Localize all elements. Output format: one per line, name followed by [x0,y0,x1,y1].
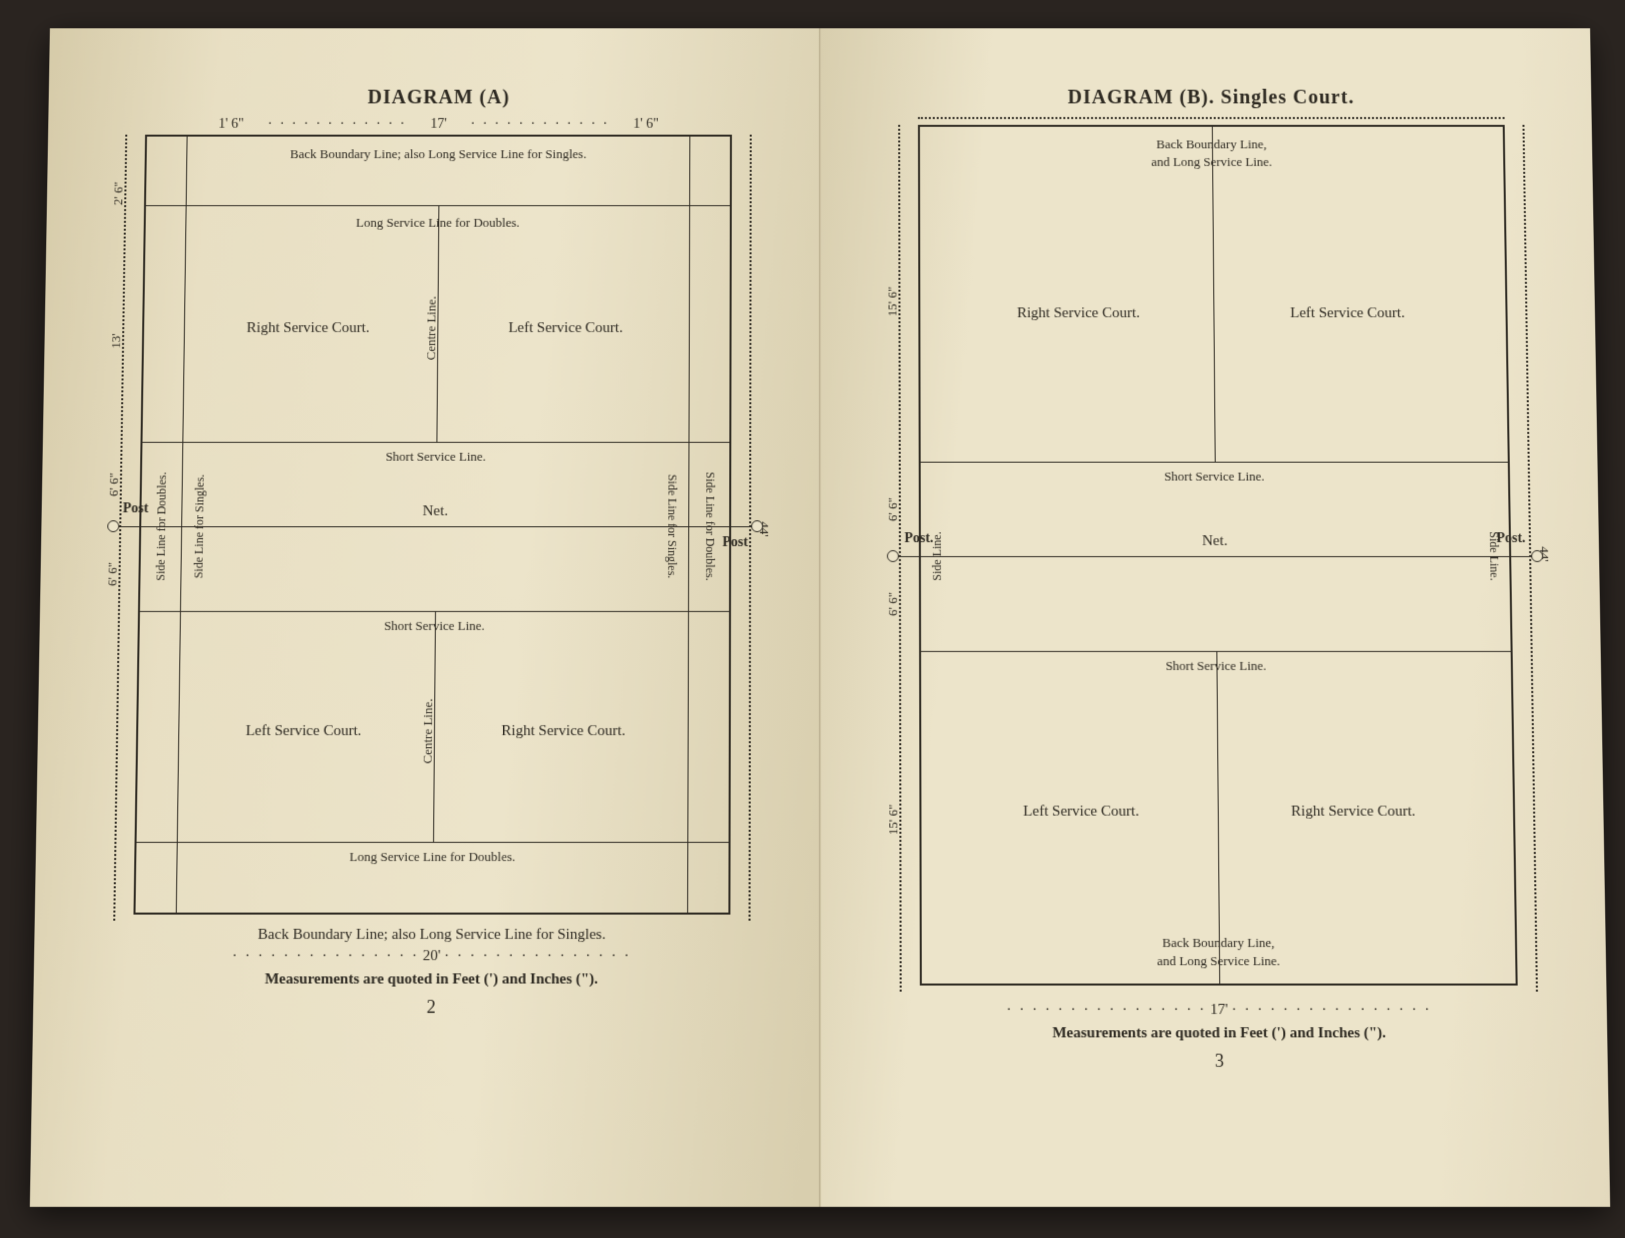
dim-6-6-top: 6' 6" [885,497,901,521]
bottom-dim-row-b: · · · · · · · · · · · · · · · · 17' · · … [892,1002,1547,1019]
pagenum-a: 2 [104,997,759,1018]
post-right-label: Post [722,535,748,551]
post-right-label-b: Post. [1496,531,1525,547]
net-lbl: Net. [423,503,449,520]
page-left-content: DIAGRAM (A) 1' 6" · · · · · · · · · · · … [101,87,759,1166]
post-left-icon-b [887,550,899,562]
net-line-b [891,556,1539,557]
short-svc-top-lbl: Short Service Line. [386,449,487,465]
footer-a: Measurements are quoted in Feet (') and … [104,971,758,988]
centre-line-top-lbl: Centre Line. [423,296,439,360]
side-doubles-left: Side Line for Doubles. [153,472,170,581]
footer-b: Measurements are quoted in Feet (') and … [892,1025,1547,1042]
dim-2-6-top: 2' 6" [110,182,126,205]
left-dim-guide-b [898,125,902,992]
dim-6-6-b: 6' 6" [104,562,120,586]
post-left-label: Post [123,501,149,517]
dim-top-right: 1' 6" [633,117,659,133]
post-right-icon-b [1531,550,1543,562]
left-svc-court-top-b: Left Service Court. [1290,305,1405,322]
left-svc-court-top: Left Service Court. [508,320,623,337]
long-svc-doubles-bot-lbl: Long Service Line for Doubles. [349,849,515,865]
court-a-wrap: 2' 6" 13' 6' 6" 6' 6" 44' [105,135,759,921]
back-boundary-bot: Back Boundary Line; also Long Service Li… [105,927,759,944]
diagram-a-title: DIAGRAM (A) [118,87,760,109]
right-svc-court-top-b: Right Service Court. [1017,305,1140,322]
dots: · · · · · · · · · · · · · · · [444,948,631,964]
dim-bottom: 20' [423,948,441,964]
side-line-right-b: Side Line. [1485,532,1501,581]
dim-6-6-a: 6' 6" [106,473,122,497]
long-svc-doubles-top-lbl: Long Service Line for Doubles. [356,215,520,231]
court-a: Post Post Back Boundary Line; also Long … [133,135,731,915]
back-boundary-top: Back Boundary Line; also Long Service Li… [290,146,586,162]
dim-13-top: 13' [108,333,124,348]
back-boundary-top-b1: Back Boundary Line, [1156,137,1267,153]
side-doubles-right: Side Line for Doubles. [702,472,717,581]
side-singles-left: Side Line for Singles. [191,474,207,578]
post-right-icon [751,520,763,532]
diagram-a-top-dims: 1' 6" · · · · · · · · · · · · 17' · · · … [117,117,759,133]
back-boundary-top-b2: and Long Service Line. [1151,154,1272,170]
short-service-top-b [921,462,1508,463]
net-line [111,526,759,527]
post-left-icon [107,520,119,532]
centre-line-top-b [1211,127,1215,462]
dim-6-6-bot: 6' 6" [885,592,901,616]
page-right: DIAGRAM (B). Singles Court. 15' 6" 6' 6"… [820,28,1610,1207]
back-boundary-bot-b1: Back Boundary Line, [1162,935,1275,951]
bottom-dim-row: · · · · · · · · · · · · · · · 20' · · · … [104,948,758,965]
left-svc-court-bot-b: Left Service Court. [1023,803,1139,820]
dots: · · · · · · · · · · · · [470,117,609,133]
dots: · · · · · · · · · · · · [268,117,407,133]
short-service-top [142,442,729,443]
court-b-wrap: 15' 6" 6' 6" 6' 6" 15' 6" 44' Post. Post… [890,125,1546,992]
short-svc-bot-b-lbl: Short Service Line. [1165,658,1266,674]
page-right-content: DIAGRAM (B). Singles Court. 15' 6" 6' 6"… [890,87,1549,1166]
dots: · · · · · · · · · · · · · · · [232,948,419,964]
diagram-b-title: DIAGRAM (B). Singles Court. [890,87,1532,109]
dots: · · · · · · · · · · · · · · · · [1006,1002,1206,1018]
long-service-doubles-bot [137,842,729,843]
back-boundary-bot-b2: and Long Service Line. [1157,953,1280,969]
singles-side-left [176,137,188,913]
left-svc-court-bot: Left Service Court. [246,723,362,740]
short-svc-top-b-lbl: Short Service Line. [1164,469,1265,485]
side-singles-right: Side Line for Singles. [664,474,679,578]
dim-bottom-b: 17' [1210,1002,1228,1018]
pagenum-b: 3 [892,1051,1548,1072]
right-svc-court-top: Right Service Court. [246,320,369,337]
net-b-lbl: Net. [1202,533,1228,550]
dots: · · · · · · · · · · · · · · · · [1232,1002,1432,1018]
singles-side-right [687,137,690,913]
side-line-left-b: Side Line. [929,532,944,581]
court-b: Post. Post. Back Boundary Line, and Long… [918,125,1518,986]
dim-15-6-bot: 15' 6" [885,804,901,835]
page-left: DIAGRAM (A) 1' 6" · · · · · · · · · · · … [30,28,820,1207]
book-spread: DIAGRAM (A) 1' 6" · · · · · · · · · · · … [30,28,1610,1207]
dim-top-left: 1' 6" [218,117,244,133]
short-svc-bot-lbl: Short Service Line. [384,618,485,634]
dim-15-6-top: 15' 6" [885,287,901,317]
centre-line-bot-lbl: Centre Line. [419,699,436,764]
dim-top-mid: 17' [430,117,446,133]
right-svc-court-bot: Right Service Court. [501,723,625,740]
top-dotted [918,117,1505,119]
right-svc-court-bot-b: Right Service Court. [1291,803,1415,820]
centre-line-bot-b [1216,651,1220,984]
